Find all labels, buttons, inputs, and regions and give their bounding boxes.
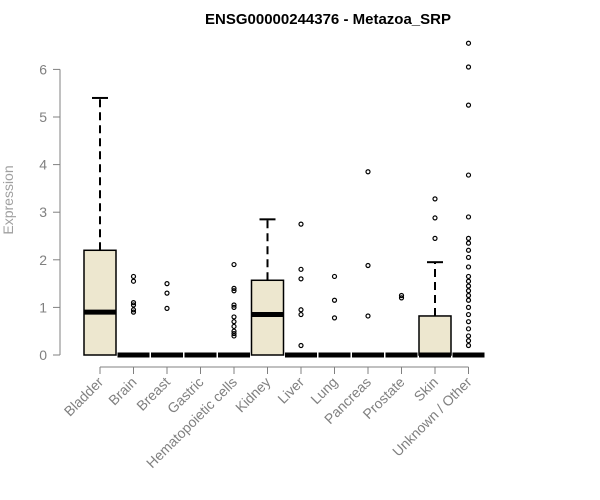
outlier-point	[432, 215, 438, 221]
outlier-point	[164, 281, 170, 287]
outlier-point	[365, 262, 371, 269]
outlier-point	[164, 290, 170, 296]
outlier-point	[231, 285, 237, 291]
outlier-point	[164, 305, 170, 311]
y-tick-label: 3	[39, 204, 47, 220]
outlier-point	[298, 266, 304, 272]
y-tick-label: 4	[39, 157, 47, 173]
outlier-point	[231, 261, 237, 268]
box-unknown-other	[452, 40, 485, 358]
outlier-point	[465, 283, 472, 289]
outlier-point	[298, 276, 304, 282]
y-tick-label: 2	[39, 252, 47, 268]
box-kidney	[250, 218, 285, 356]
outlier-point	[465, 297, 472, 303]
outlier-point	[231, 302, 237, 308]
outlier-point	[465, 304, 472, 310]
outlier-point	[231, 319, 237, 325]
outlier-point	[465, 240, 472, 246]
outlier-point	[465, 311, 472, 318]
outlier-point	[231, 333, 237, 339]
iqr-box	[83, 249, 117, 356]
outlier-point	[465, 102, 472, 108]
outlier-point	[465, 326, 472, 332]
outlier-point	[298, 311, 304, 318]
outlier-point	[465, 214, 472, 220]
outlier-point	[398, 292, 405, 299]
outlier-point	[465, 338, 472, 344]
x-tick-label: Kidney	[232, 374, 274, 416]
outlier-point	[130, 302, 137, 308]
box-hematopoietic-cells	[218, 261, 250, 358]
outlier-point	[465, 342, 472, 349]
box-pancreas	[352, 169, 384, 358]
outlier-point	[298, 307, 304, 313]
outlier-point	[465, 172, 472, 178]
outlier-point	[432, 196, 438, 202]
outlier-point	[465, 319, 472, 325]
outlier-point	[365, 169, 371, 175]
y-axis: 0 1 2 3 4 5 6	[39, 61, 61, 363]
outlier-point	[465, 278, 472, 284]
y-axis-label: Expression	[0, 165, 16, 234]
outlier-point	[231, 330, 237, 337]
y-tick-label: 6	[39, 61, 47, 77]
chart-title: ENSG00000244376 - Metazoa_SRP	[205, 11, 451, 28]
box-breast	[151, 281, 183, 358]
outlier-point	[465, 254, 472, 261]
outlier-point	[231, 288, 237, 294]
y-tick-label: 1	[39, 299, 47, 315]
boxplot-series	[83, 40, 485, 358]
box-liver	[285, 221, 317, 358]
outlier-point	[130, 273, 137, 280]
outlier-point	[298, 342, 304, 349]
box-brain	[117, 273, 150, 358]
outlier-point	[465, 292, 472, 299]
outlier-point	[398, 295, 405, 301]
outlier-point	[298, 221, 304, 227]
outlier-point	[331, 273, 338, 280]
outlier-point	[432, 235, 438, 241]
outlier-point	[465, 273, 472, 280]
box-lung	[318, 273, 351, 358]
outlier-point	[130, 309, 137, 315]
y-tick-label: 0	[39, 347, 47, 363]
outlier-point	[130, 300, 137, 306]
outlier-point	[465, 288, 472, 294]
outlier-point	[465, 64, 472, 70]
outlier-point	[331, 315, 338, 321]
outlier-point	[231, 323, 237, 330]
iqr-box	[250, 279, 285, 356]
x-tick-label: Bladder	[61, 374, 107, 420]
outlier-point	[465, 333, 472, 339]
outlier-point	[465, 247, 472, 253]
outlier-point	[231, 304, 237, 310]
outlier-point	[231, 328, 237, 334]
box-prostate	[385, 292, 418, 358]
outlier-point	[130, 307, 137, 313]
box-bladder	[83, 96, 117, 356]
y-tick-label: 5	[39, 109, 47, 125]
outlier-point	[465, 264, 472, 270]
outlier-point	[465, 40, 472, 46]
outlier-point	[365, 313, 371, 319]
outlier-point	[130, 278, 137, 284]
iqr-box	[418, 315, 452, 356]
outlier-point	[465, 235, 472, 241]
box-skin	[418, 196, 452, 358]
outlier-point	[231, 314, 237, 320]
x-tick-label: Liver	[274, 374, 307, 407]
outlier-point	[331, 297, 338, 303]
